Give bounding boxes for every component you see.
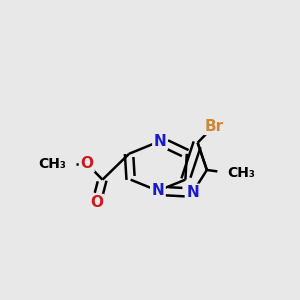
Text: Br: Br (204, 118, 224, 134)
Text: N: N (154, 134, 166, 148)
Text: N: N (152, 183, 164, 198)
Text: CH₃: CH₃ (38, 157, 66, 170)
Text: CH₃: CH₃ (228, 166, 256, 180)
Text: O: O (90, 195, 103, 210)
Text: N: N (186, 185, 199, 200)
Text: O: O (80, 156, 93, 171)
